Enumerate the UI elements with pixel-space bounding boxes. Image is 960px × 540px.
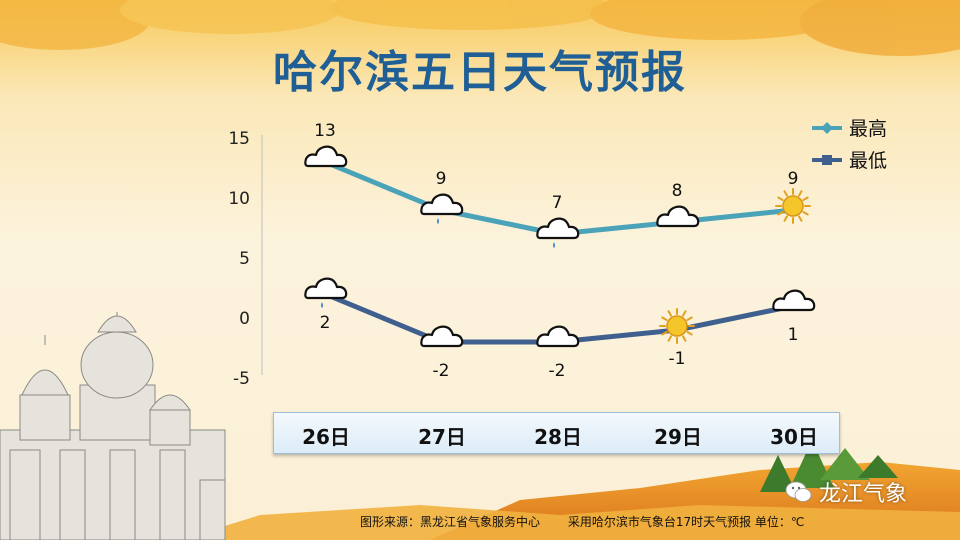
series-layer: 13 9 7 8 9 2 -2 -2 -1 1 — [304, 121, 816, 381]
sun-icon — [659, 308, 695, 344]
cathedral-illustration — [0, 312, 226, 540]
cloud-icon — [420, 325, 464, 348]
x-tick-label: 26日 — [302, 425, 350, 449]
cloud-icon — [656, 205, 700, 228]
cloud-icon — [536, 325, 580, 348]
sun-icon — [775, 188, 811, 224]
cloud-rain-icon — [420, 193, 464, 224]
cloud-rain-icon — [304, 277, 348, 308]
series-最高: 13 9 7 8 9 — [304, 121, 811, 248]
data-label: -1 — [669, 349, 686, 369]
data-label: 7 — [552, 193, 563, 213]
x-tick-label: 29日 — [654, 425, 702, 449]
footer-source: 图形来源：黑龙江省气象服务中心 — [360, 515, 541, 529]
trees-decoration — [760, 440, 898, 492]
data-label: -2 — [549, 361, 566, 381]
x-tick-label: 28日 — [534, 425, 582, 449]
data-label: 8 — [672, 181, 683, 201]
leaves-decoration — [0, 0, 960, 56]
data-label: 9 — [436, 169, 447, 189]
data-label: 2 — [320, 313, 331, 333]
series-最低: 2 -2 -2 -1 1 — [304, 277, 816, 381]
cloud-rain-icon — [536, 217, 580, 248]
y-tick-label: 10 — [228, 189, 250, 209]
wechat-icon — [785, 481, 812, 502]
footer-note: 采用哈尔滨市气象台17时天气预报 单位：℃ — [567, 515, 805, 529]
legend-marker-square — [822, 155, 832, 165]
data-label: 13 — [314, 121, 336, 141]
legend-marker-diamond — [821, 122, 833, 134]
legend-label: 最低 — [849, 150, 887, 172]
x-tick-label: 30日 — [770, 425, 818, 449]
data-label: 9 — [788, 169, 799, 189]
cloud-icon — [772, 289, 816, 312]
y-tick-label: 0 — [239, 309, 250, 329]
y-tick-label: 5 — [239, 249, 250, 269]
data-label: -2 — [433, 361, 450, 381]
page-title: 哈尔滨五日天气预报 — [273, 47, 687, 98]
date-axis-bar: 26日 27日 28日 29日 30日 — [273, 412, 840, 454]
x-tick-label: 27日 — [418, 425, 466, 449]
legend-label: 最高 — [849, 118, 887, 140]
data-label: 1 — [788, 325, 799, 345]
brand-name: 龙江气象 — [819, 482, 908, 507]
footer: 图形来源：黑龙江省气象服务中心 采用哈尔滨市气象台17时天气预报 单位：℃ — [360, 513, 828, 530]
y-tick-labels: 15 10 5 0 -5 — [228, 129, 250, 389]
brand-badge: 龙江气象 — [785, 476, 907, 508]
y-tick-label: -5 — [233, 369, 250, 389]
y-tick-label: 15 — [228, 129, 250, 149]
cloud-icon — [304, 145, 348, 168]
